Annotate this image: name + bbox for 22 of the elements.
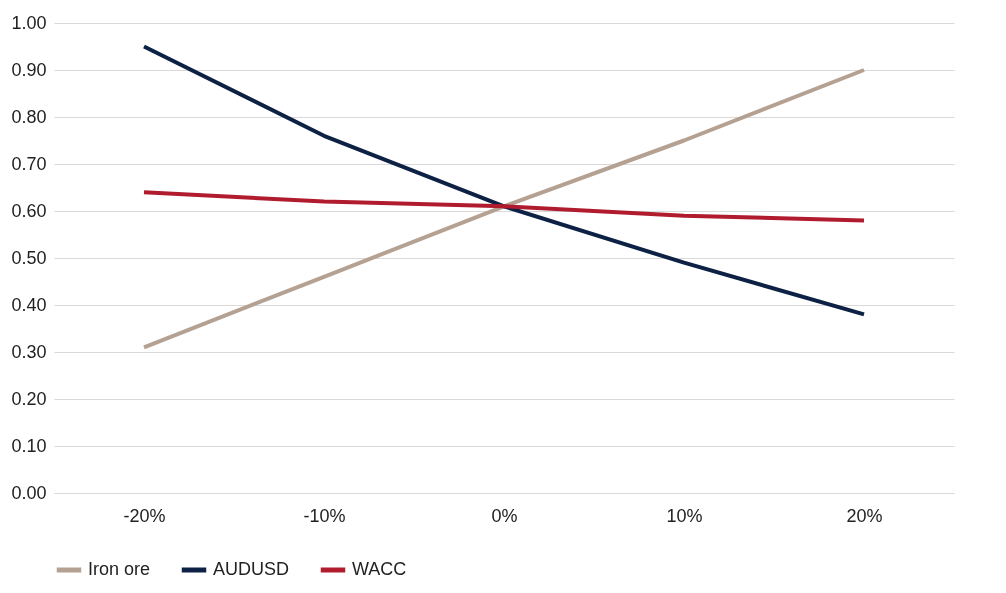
y-tick-label: 0.20: [11, 388, 47, 409]
x-tick-label: 0%: [491, 505, 518, 526]
line-series: [142, 68, 866, 350]
x-tick-label: -20%: [123, 505, 166, 526]
y-tick-label: 0.30: [11, 341, 47, 362]
y-tick-label: 0.00: [11, 482, 47, 503]
y-tick-label: 0.70: [11, 153, 47, 174]
y-tick-label: 0.60: [11, 200, 47, 221]
y-tick-label: 0.50: [11, 247, 47, 268]
x-tick-label: -10%: [303, 505, 346, 526]
legend-label: WACC: [352, 559, 407, 579]
line-series: [142, 190, 866, 223]
legend-label: AUDUSD: [213, 559, 290, 579]
y-tick-label: 0.40: [11, 294, 47, 315]
y-tick-label: 0.10: [11, 435, 47, 456]
y-tick-label: 1.00: [11, 12, 47, 33]
x-tick-label: 10%: [666, 505, 703, 526]
x-tick-label: 20%: [846, 505, 883, 526]
y-tick-label: 0.80: [11, 106, 47, 127]
y-tick-label: 0.90: [11, 59, 47, 80]
legend-label: Iron ore: [88, 559, 151, 579]
line-series: [142, 44, 866, 317]
